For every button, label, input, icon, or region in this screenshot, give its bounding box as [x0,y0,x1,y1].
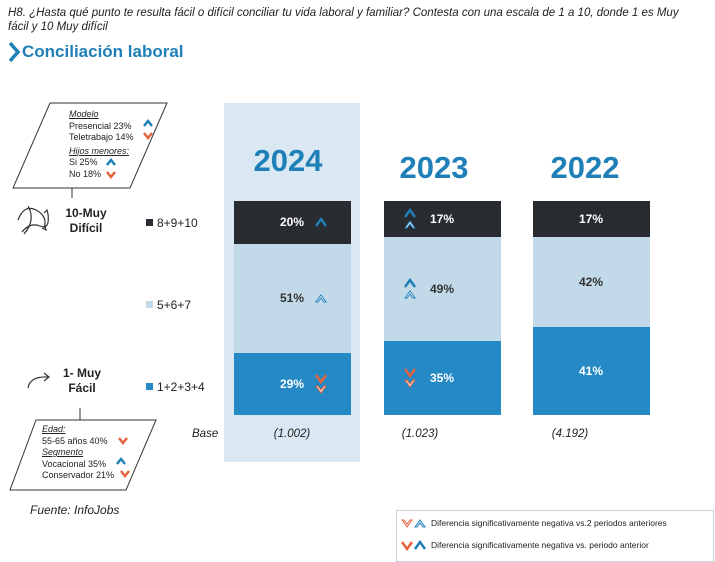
up-outline-arrow-icon [315,293,327,303]
up-outline-blue-icon [414,519,426,528]
side-label-easy-line2: Fácil [68,381,96,395]
side-label-easy-line1: 1- Muy [62,366,101,380]
callout-top-line4: No 18% [69,168,102,179]
up-arrow-icon [143,118,153,127]
up-solid-arrow-icon [314,216,328,227]
down-arrow-icon [118,437,128,446]
question-text: H8. ¿Hasta qué punto te resulta fácil o … [8,7,679,33]
side-label-difficult-line1: 10-Muy [65,206,107,220]
difficult-arrows-icon [17,205,49,235]
bar-segment-2023-mid [384,237,501,341]
callout-top-head1: Modelo [69,109,99,119]
bar-label-2022-top: 17% [578,212,604,227]
down-outline-red-icon [401,519,413,528]
category-label-top-text: 8+9+10 [157,216,198,230]
bar-label-2024-mid: 51% [279,291,305,306]
callout-bottom-line2: Vocacional 35% [42,458,107,469]
up-arrow-icon [106,157,116,166]
category-label-mid: 5+6+7 [146,298,191,312]
callout-bottom-head1: Edad: [42,424,66,434]
down-arrow-icon [143,132,153,141]
year-label-2023: 2023 [399,150,469,185]
down-solid-arrow-icon [403,368,417,379]
callout-bottom-line3: Conservador 21% [42,470,115,480]
bar-segment-2022-bottom [533,327,650,415]
bar-label-2022-bottom: 41% [578,364,604,379]
source-note: Fuente: InfoJobs [30,503,120,517]
year-label-2022: 2022 [550,150,620,185]
base-label: Base [192,428,219,440]
up-solid-arrow-icon [403,207,417,218]
down-solid-red-icon [400,541,414,552]
side-label-difficult-line2: Difícil [69,221,103,235]
bar-segment-2024-top [234,201,351,244]
easy-arrow-icon [27,372,50,389]
callout-top-text: Modelo Presencial 23% Teletrabajo 14% Hi… [69,109,134,180]
legend-row-previous-period: Diferencia significativamente negativa v… [431,540,649,550]
up-solid-blue-icon [413,539,427,550]
up-arrow-icon [116,456,126,465]
bar-label-2023-mid: 49% [429,281,455,296]
bar-label-2024-bottom: 29% [279,376,305,391]
legend-row-two-periods: Diferencia significativamente negativa v… [431,518,667,528]
callout-top-head2: Hijos menores: [69,145,130,156]
bar-segment-2024-bottom [234,352,351,415]
bar-segment-2023-top [384,201,501,238]
significance-legend: Diferencia significativamente negativa v… [396,510,714,562]
year-label-2024: 2024 [253,143,323,178]
callout-box-top [12,102,168,198]
bar-label-2023-bottom: 35% [429,370,455,385]
bar-segment-2022-top [533,201,650,238]
side-label-difficult: 10-Muy Difícil [56,206,116,236]
down-arrow-icon [106,171,116,180]
category-label-bottom: 1+2+3+4 [146,380,205,394]
bar-label-2023-top: 17% [429,212,455,226]
bar-label-2024-top: 20% [279,215,305,230]
category-label-mid-text: 5+6+7 [157,298,192,312]
section-title: Conciliación laboral [22,42,184,61]
callout-top-line1: Presencial 23% [69,120,132,131]
callout-bottom-line1: 55-65 años 40% [42,435,108,446]
bar-segment-2022-mid [533,237,650,328]
down-solid-arrow-icon [314,374,328,385]
down-outline-arrow-icon [315,385,327,394]
down-outline-arrow-icon [404,379,416,388]
category-label-bottom-text: 1+2+3+4 [157,380,205,394]
callout-top-line3: Si 25% [69,157,98,167]
up-outline-arrow-icon [404,220,416,229]
base-value-2023: (1.023) [401,428,439,440]
up-solid-arrow-icon [403,277,417,288]
bar-segment-2023-bottom [384,340,501,415]
base-value-2024: (1.002) [273,428,311,440]
bar-segment-2024-mid [234,243,351,353]
callout-top-line2: Teletrabajo 14% [69,132,134,142]
legend-swatch-bottom [146,383,153,390]
legend-swatch-mid [146,301,153,308]
side-label-easy: 1- Muy Fácil [52,366,112,396]
legend-swatch-top [146,219,153,226]
bar-label-2022-mid: 42% [578,275,604,290]
chevron-right-icon [8,41,21,63]
callout-box-bottom [9,408,157,491]
base-value-2022: (4.192) [551,428,589,440]
callout-bottom-head2: Segmento [42,447,84,457]
down-arrow-icon [120,470,130,479]
callout-bottom-text: Edad: 55-65 años 40% Segmento Vocacional… [42,424,114,482]
up-outline-arrow-icon [404,290,416,299]
category-label-top: 8+9+10 [146,216,198,230]
